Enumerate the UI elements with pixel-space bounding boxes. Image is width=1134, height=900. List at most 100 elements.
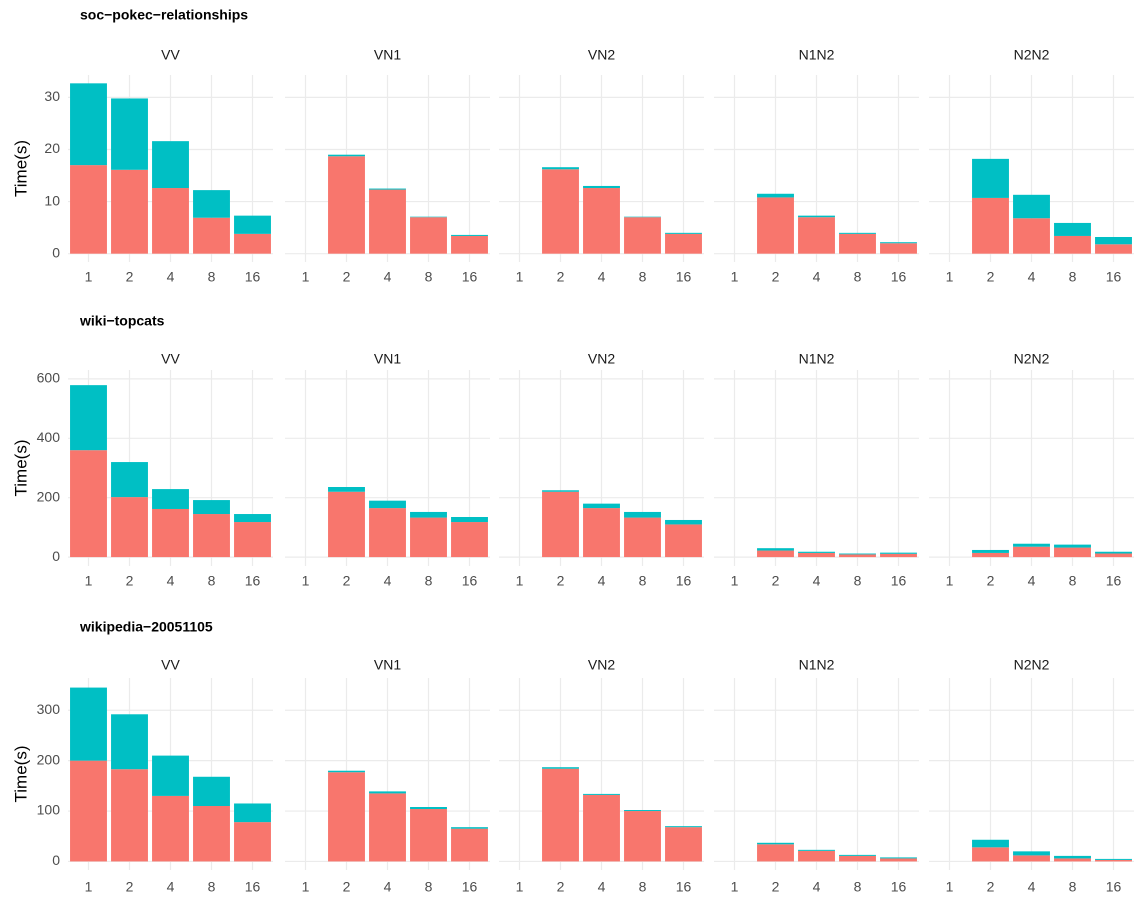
- bar-segment: [451, 522, 488, 558]
- bar-segment: [1095, 551, 1132, 554]
- y-tick-label: 30: [44, 88, 60, 104]
- bar-segment: [1013, 855, 1050, 862]
- bar-segment: [111, 769, 148, 862]
- facet-title: N1N2: [799, 657, 835, 673]
- x-tick-label: 4: [167, 269, 175, 285]
- x-tick-label: 4: [598, 879, 606, 895]
- x-tick-label: 16: [676, 879, 692, 895]
- facet-title: VN1: [374, 657, 401, 673]
- bar-segment: [152, 508, 189, 558]
- bar-segment: [70, 450, 107, 558]
- bar-segment: [234, 215, 271, 234]
- bar-segment: [972, 158, 1009, 198]
- x-tick-label: 1: [731, 573, 739, 589]
- x-tick-label: 2: [126, 573, 134, 589]
- bar-segment: [1013, 851, 1050, 856]
- bar-segment: [111, 169, 148, 254]
- bar-segment: [1054, 544, 1091, 548]
- bar-segment: [798, 215, 835, 218]
- bar-segment: [583, 185, 620, 189]
- bar-segment: [410, 517, 447, 558]
- bar-segment: [624, 810, 661, 812]
- x-tick-label: 16: [245, 269, 261, 285]
- bar-segment: [583, 793, 620, 795]
- x-tick-label: 2: [987, 879, 995, 895]
- bar-segment: [972, 847, 1009, 862]
- facet-title: N2N2: [1014, 351, 1050, 367]
- x-tick-label: 1: [946, 573, 954, 589]
- x-tick-label: 4: [384, 573, 392, 589]
- bar-segment: [583, 508, 620, 558]
- bar-segment: [152, 795, 189, 862]
- facet-title: N2N2: [1014, 657, 1050, 673]
- facet-title: N1N2: [799, 351, 835, 367]
- y-axis-label: Time(s): [11, 746, 30, 803]
- y-tick-label: 300: [37, 701, 61, 717]
- x-tick-label: 1: [516, 573, 524, 589]
- chart-title: soc−pokec−relationships: [80, 7, 248, 23]
- bar-segment: [369, 508, 406, 558]
- x-tick-label: 1: [85, 879, 93, 895]
- bar-segment: [542, 768, 579, 862]
- x-tick-label: 8: [1069, 269, 1077, 285]
- bar-segment: [1095, 859, 1132, 862]
- y-tick-label: 0: [52, 244, 60, 260]
- x-tick-label: 1: [302, 573, 310, 589]
- bar-segment: [757, 197, 794, 254]
- bar-segment: [757, 548, 794, 551]
- bar-segment: [757, 193, 794, 198]
- bar-segment: [328, 491, 365, 558]
- y-tick-label: 0: [52, 548, 60, 564]
- x-tick-label: 4: [813, 269, 821, 285]
- x-tick-label: 1: [946, 269, 954, 285]
- bar-segment: [757, 842, 794, 845]
- bar-segment: [328, 154, 365, 157]
- bar-segment: [624, 517, 661, 558]
- x-tick-label: 16: [1106, 573, 1122, 589]
- facet-title: VN1: [374, 47, 401, 63]
- bar-segment: [542, 491, 579, 558]
- facet-title: VV: [161, 47, 180, 63]
- bar-segment: [70, 760, 107, 862]
- bar-segment: [410, 511, 447, 518]
- x-tick-label: 1: [85, 269, 93, 285]
- bar-segment: [410, 807, 447, 810]
- x-tick-label: 1: [516, 269, 524, 285]
- bar-segment: [972, 839, 1009, 848]
- facet-title: VN2: [588, 47, 615, 63]
- x-tick-label: 16: [676, 269, 692, 285]
- bar-segment: [451, 827, 488, 829]
- bar-segment: [328, 770, 365, 773]
- y-tick-label: 600: [37, 370, 61, 386]
- y-tick-label: 0: [52, 852, 60, 868]
- x-tick-label: 16: [891, 269, 907, 285]
- x-tick-label: 8: [639, 573, 647, 589]
- x-tick-label: 8: [208, 879, 216, 895]
- bar-segment: [839, 553, 876, 555]
- y-tick-label: 200: [37, 751, 61, 767]
- bar-segment: [798, 217, 835, 254]
- bar-segment: [70, 687, 107, 761]
- bar-segment: [665, 233, 702, 254]
- x-tick-label: 16: [462, 269, 478, 285]
- bar-segment: [972, 197, 1009, 254]
- y-tick-label: 100: [37, 802, 61, 818]
- bar-segment: [542, 167, 579, 170]
- x-tick-label: 1: [946, 879, 954, 895]
- bar-segment: [880, 242, 917, 244]
- bar-segment: [624, 217, 661, 254]
- x-tick-label: 8: [1069, 879, 1077, 895]
- bar-segment: [1095, 858, 1132, 860]
- bar-segment: [757, 550, 794, 558]
- chart-title: wikipedia−20051105: [79, 619, 213, 635]
- x-tick-label: 2: [987, 573, 995, 589]
- bar-segment: [369, 500, 406, 509]
- bar-segment: [152, 141, 189, 189]
- bar-segment: [234, 822, 271, 862]
- bar-segment: [234, 803, 271, 823]
- bar-segment: [839, 232, 876, 234]
- x-tick-label: 8: [639, 879, 647, 895]
- x-tick-label: 16: [1106, 269, 1122, 285]
- y-tick-label: 20: [44, 140, 60, 156]
- bar-segment: [665, 826, 702, 828]
